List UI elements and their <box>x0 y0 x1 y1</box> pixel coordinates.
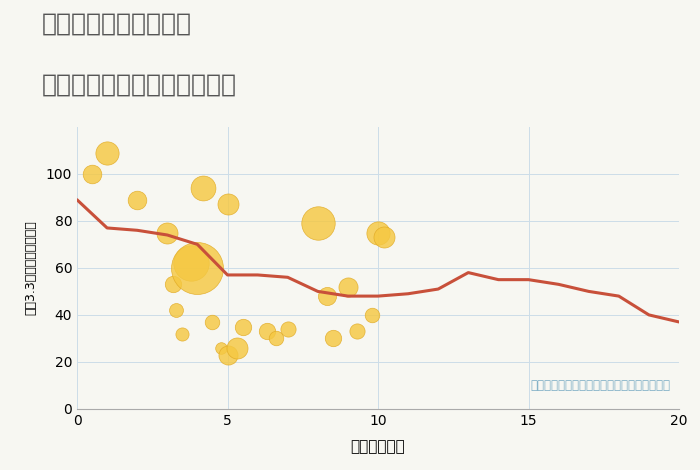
Point <box>102 149 113 157</box>
Point <box>198 184 209 192</box>
Y-axis label: 坪（3.3㎡）単価（万円）: 坪（3.3㎡）単価（万円） <box>25 220 37 315</box>
Point <box>132 196 143 204</box>
Point <box>87 170 98 178</box>
Point <box>372 229 384 236</box>
Point <box>261 328 272 335</box>
Point <box>216 344 227 352</box>
Text: 円の大きさは、取引のあった物件面積を示す: 円の大きさは、取引のあった物件面積を示す <box>530 379 670 392</box>
Point <box>171 306 182 314</box>
Point <box>192 264 203 272</box>
Text: 駅距離別中古マンション価格: 駅距離別中古マンション価格 <box>42 73 237 97</box>
Point <box>270 335 281 342</box>
Point <box>168 281 179 288</box>
Point <box>328 335 339 342</box>
Point <box>162 229 173 236</box>
Point <box>282 325 293 333</box>
Point <box>207 318 218 326</box>
Point <box>186 259 197 267</box>
Point <box>351 328 363 335</box>
Point <box>379 234 390 241</box>
Point <box>222 201 233 208</box>
Text: 奈良県橿原市常盤町の: 奈良県橿原市常盤町の <box>42 12 192 36</box>
Point <box>366 311 377 319</box>
Point <box>222 351 233 359</box>
Point <box>321 292 332 300</box>
Point <box>342 283 354 290</box>
X-axis label: 駅距離（分）: 駅距離（分） <box>351 439 405 454</box>
Point <box>231 344 242 352</box>
Point <box>312 219 323 227</box>
Point <box>176 330 188 337</box>
Point <box>237 323 248 330</box>
